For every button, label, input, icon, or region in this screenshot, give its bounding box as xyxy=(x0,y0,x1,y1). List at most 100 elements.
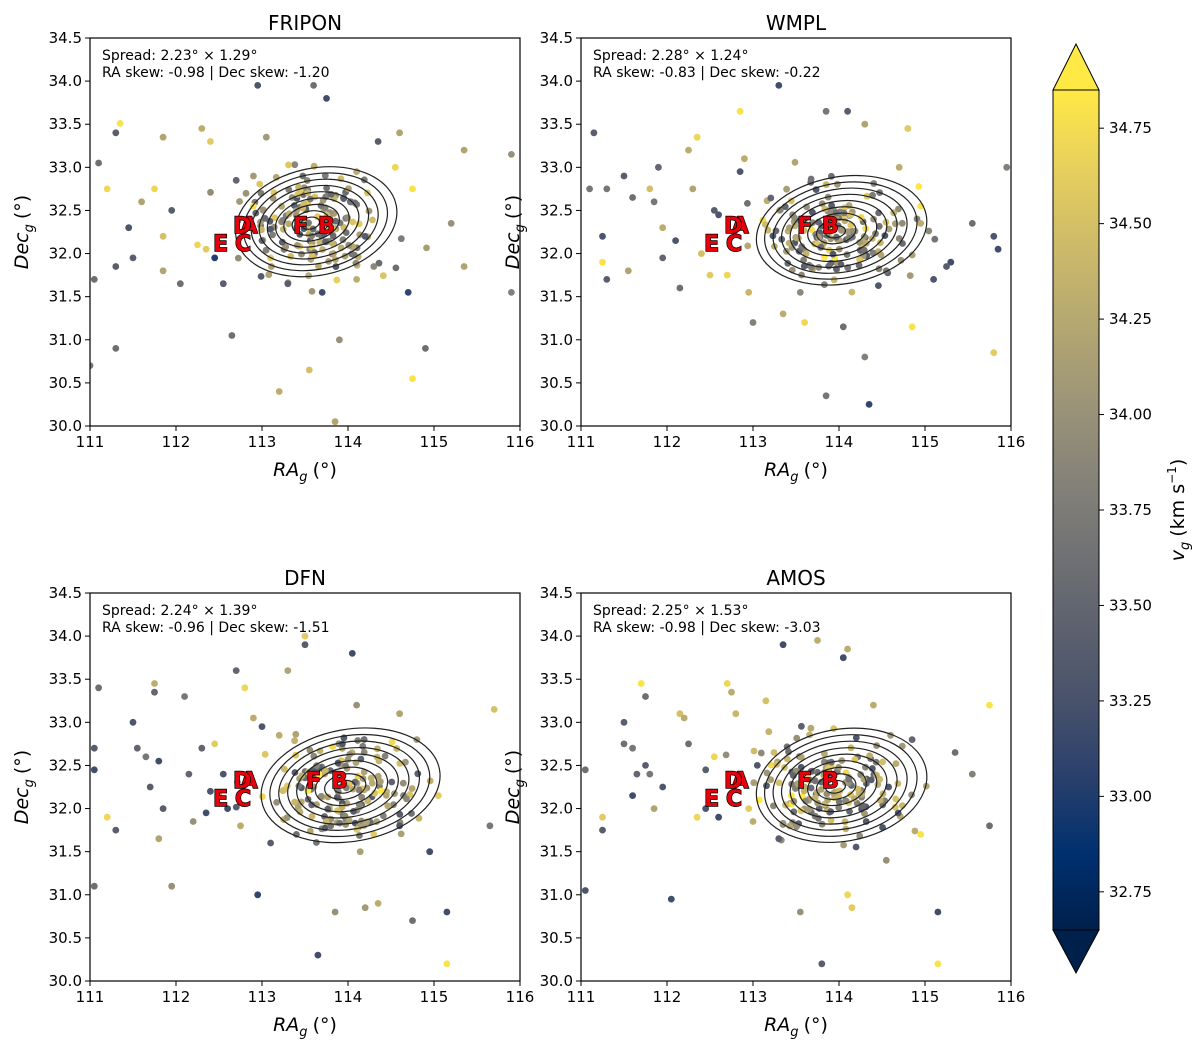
data-point xyxy=(329,240,337,248)
y-tick-label: 34.0 xyxy=(540,627,573,645)
data-point xyxy=(151,688,158,696)
y-tick-label: 30.5 xyxy=(540,374,573,392)
y-tick-label: 33.0 xyxy=(540,158,573,176)
data-point xyxy=(947,258,955,266)
x-tick-label: 116 xyxy=(506,988,535,1006)
density-contour xyxy=(333,779,356,794)
y-axis-label: Decg (°) xyxy=(11,195,37,269)
data-point xyxy=(877,239,884,247)
data-point xyxy=(869,249,877,257)
colorbar-label-main: v xyxy=(1167,549,1189,561)
data-point xyxy=(800,256,807,264)
data-point xyxy=(814,637,821,644)
data-point xyxy=(832,209,840,217)
data-point xyxy=(374,772,382,780)
data-point xyxy=(655,163,662,171)
radiant-marker-a: A xyxy=(732,214,749,239)
data-point xyxy=(741,155,748,163)
data-point xyxy=(308,288,316,295)
y-tick-label: 30.0 xyxy=(49,417,82,435)
data-point xyxy=(825,262,833,270)
data-point xyxy=(322,767,329,775)
data-point xyxy=(892,220,899,228)
data-point xyxy=(397,830,405,838)
data-point xyxy=(129,254,137,262)
y-tick-label: 34.5 xyxy=(540,584,573,602)
data-point xyxy=(215,792,223,799)
data-point xyxy=(350,808,357,815)
data-point xyxy=(159,805,167,812)
data-point xyxy=(685,146,692,154)
radiant-marker-d: D xyxy=(233,214,251,239)
density-contour xyxy=(772,740,908,831)
data-point xyxy=(370,831,378,838)
data-point xyxy=(715,211,722,219)
y-tick-label: 31.0 xyxy=(49,886,82,904)
data-point xyxy=(706,271,714,279)
data-point xyxy=(817,786,825,793)
data-point xyxy=(375,757,383,765)
radiant-marker-c: C xyxy=(726,787,742,812)
y-tick-label: 33.0 xyxy=(540,713,573,731)
data-point xyxy=(321,218,329,226)
data-point xyxy=(879,824,886,831)
data-point xyxy=(351,778,359,786)
data-point xyxy=(908,251,916,259)
data-point xyxy=(685,740,692,748)
data-point xyxy=(90,744,98,752)
data-point xyxy=(845,775,853,783)
data-point xyxy=(830,725,838,732)
data-point xyxy=(490,706,498,713)
data-point xyxy=(804,775,812,783)
data-point xyxy=(375,259,383,267)
radiant-marker-e: E xyxy=(213,232,228,257)
y-tick-label: 32.5 xyxy=(49,756,82,774)
data-point xyxy=(219,770,227,778)
data-point xyxy=(646,770,654,778)
density-contour xyxy=(278,740,421,831)
y-tick-label: 30.0 xyxy=(49,972,82,990)
data-point xyxy=(341,812,349,820)
data-point xyxy=(258,793,266,800)
data-point xyxy=(250,172,257,180)
data-point xyxy=(908,323,916,331)
data-point xyxy=(862,763,869,771)
data-point xyxy=(852,843,860,851)
y-tick-label: 34.0 xyxy=(49,72,82,90)
data-point xyxy=(267,225,274,233)
data-point xyxy=(581,766,589,774)
density-contour xyxy=(763,734,918,837)
radiant-marker-d: D xyxy=(724,769,742,794)
spread-annotation: Spread: 2.24° × 1.39° xyxy=(102,603,257,619)
colorbar-tick-label: 34.50 xyxy=(1109,215,1152,233)
data-point xyxy=(422,345,429,352)
data-point xyxy=(891,803,899,811)
y-tick-label: 33.0 xyxy=(49,713,82,731)
data-point xyxy=(353,701,360,709)
data-point xyxy=(278,238,286,246)
panel-title: DFN xyxy=(284,566,326,590)
data-point xyxy=(168,207,176,214)
radiant-marker-b: B xyxy=(331,769,348,794)
data-point xyxy=(931,235,939,243)
data-point xyxy=(793,734,801,742)
data-point xyxy=(151,185,158,193)
x-axis-label-unit: (°) xyxy=(804,459,828,481)
data-point xyxy=(331,418,339,426)
data-point xyxy=(356,848,364,856)
data-point xyxy=(934,908,942,916)
density-contour xyxy=(780,193,898,268)
data-point xyxy=(275,731,283,739)
radiant-marker-b: B xyxy=(318,214,335,239)
data-point xyxy=(869,765,876,772)
colorbar-label-close: ) xyxy=(1167,459,1189,466)
skew-annotation: RA skew: -0.98 | Dec skew: -1.20 xyxy=(102,65,330,81)
y-tick-label: 31.0 xyxy=(49,331,82,349)
colorbar-tick-label: 32.75 xyxy=(1109,883,1152,901)
data-point xyxy=(749,319,757,326)
data-point xyxy=(745,805,753,812)
data-point xyxy=(839,323,847,331)
data-point xyxy=(895,205,902,213)
data-point xyxy=(930,276,937,283)
data-point xyxy=(845,202,853,209)
